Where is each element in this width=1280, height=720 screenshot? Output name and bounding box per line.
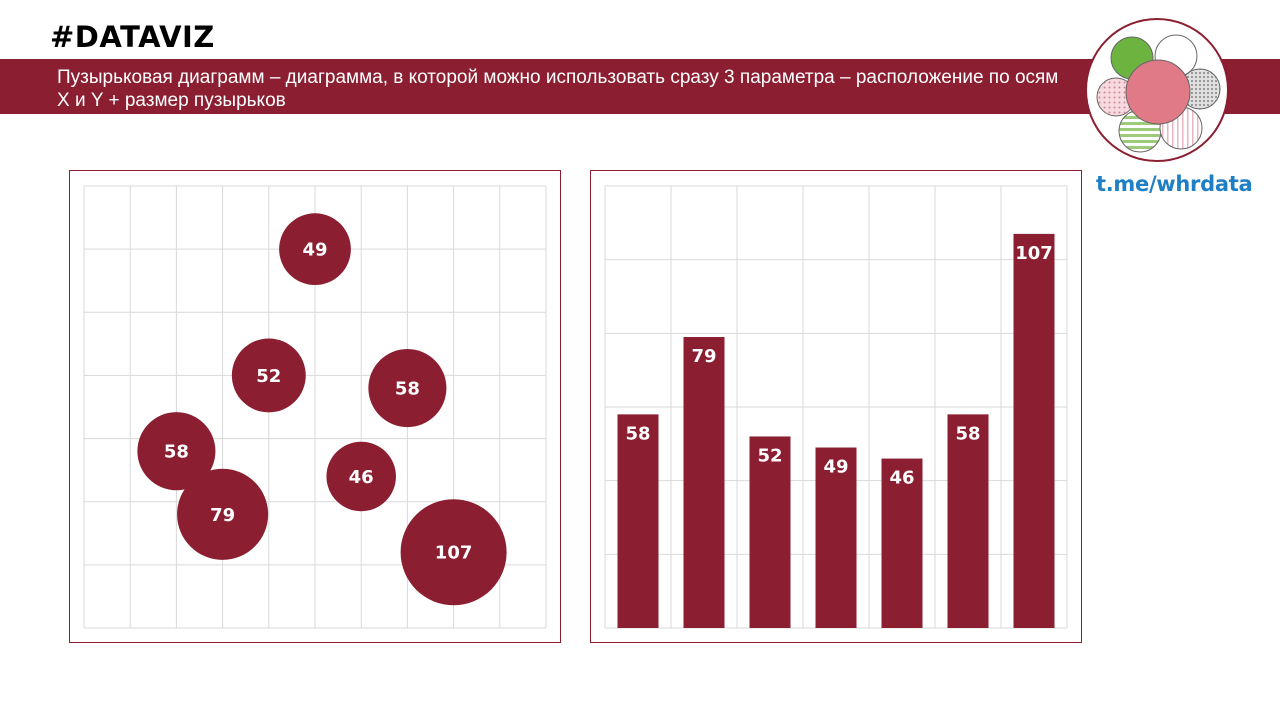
bubble-label: 107: [435, 543, 473, 564]
bar-label: 52: [757, 445, 782, 466]
bubble-cluster-logo-icon: [1096, 34, 1221, 153]
bar: [749, 436, 791, 628]
bubble: [326, 441, 396, 512]
bubble-label: 58: [164, 442, 189, 463]
bar: [617, 414, 659, 628]
bar-label: 58: [625, 423, 650, 444]
bar: [881, 458, 923, 628]
bubble-label: 52: [256, 366, 281, 387]
bar: [1013, 233, 1055, 628]
bubble-label: 58: [395, 379, 420, 400]
bar-chart: 58 79 52 49 46 58 107: [604, 185, 1068, 629]
bubble: [137, 412, 216, 491]
bar-chart-panel: 58 79 52 49 46 58 107: [590, 170, 1082, 643]
bubble-chart: 49 52 58 58 46 79 107: [83, 185, 547, 629]
bubble: [400, 499, 507, 606]
bar-label: 49: [823, 457, 848, 478]
bar: [683, 337, 725, 628]
bubble-label: 79: [210, 505, 235, 526]
bubble: [279, 213, 351, 286]
bubble-label: 49: [302, 240, 327, 261]
bubble: [368, 349, 447, 428]
bubble-label: 46: [349, 467, 374, 488]
bubble: [231, 338, 306, 413]
telegram-link[interactable]: t.me/whrdata: [1096, 172, 1253, 196]
bar-label: 107: [1015, 243, 1053, 264]
bar-label: 58: [955, 423, 980, 444]
bar-label: 46: [889, 468, 914, 489]
description-banner: Пузырьковая диаграмм – диаграмма, в кото…: [0, 59, 1280, 114]
description-text: Пузырьковая диаграмм – диаграмма, в кото…: [57, 67, 1059, 111]
bar: [815, 447, 857, 628]
hashtag-title: #DATAVIZ: [50, 20, 215, 54]
bubble-chart-panel: 49 52 58 58 46 79 107: [69, 170, 561, 643]
logo: [1085, 18, 1229, 162]
bar: [947, 414, 989, 628]
bubble: [177, 468, 269, 560]
bar-label: 79: [691, 346, 716, 367]
